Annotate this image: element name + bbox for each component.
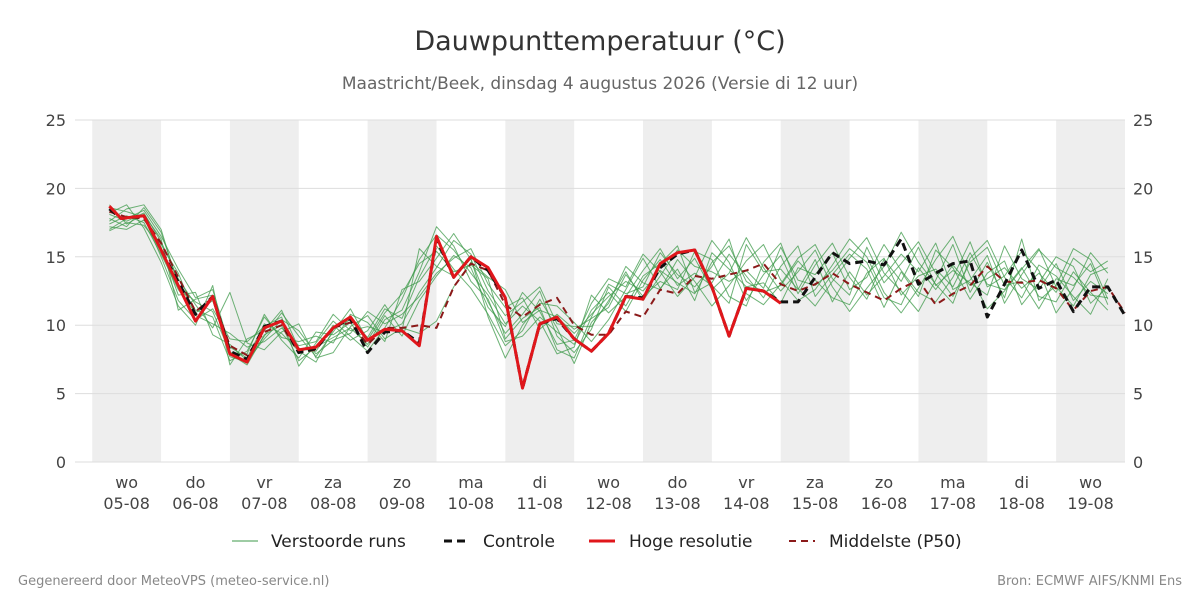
chart-title: Dauwpunttemperatuur (°C) xyxy=(414,26,785,57)
shade-band xyxy=(918,120,988,462)
y-tick-label: 5 xyxy=(1133,385,1143,404)
x-tick-date: 12-08 xyxy=(585,494,632,513)
ensemble-member-line xyxy=(109,204,1109,363)
x-tick-day: ma xyxy=(940,473,965,492)
ensemble-member-line xyxy=(109,212,1109,359)
x-tick-date: 09-08 xyxy=(379,494,426,513)
footer-source: Bron: ECMWF AIFS/KNMI Ens xyxy=(997,574,1182,589)
legend-label-median: Middelste (P50) xyxy=(829,532,962,552)
x-tick-date: 11-08 xyxy=(517,494,564,513)
y-tick-label: 15 xyxy=(46,248,66,267)
x-tick-date: 13-08 xyxy=(654,494,701,513)
x-axis: wo 05-08 do 06-08 vr 07-08 za 08-08 zo 09-08 ma 10-… xyxy=(103,473,1113,513)
x-tick-day: wo xyxy=(115,473,138,492)
legend-label-ensemble: Verstoorde runs xyxy=(271,532,406,552)
y-tick-label: 0 xyxy=(56,453,66,472)
ensemble-member-line xyxy=(109,204,1109,366)
y-tick-label: 0 xyxy=(1133,453,1143,472)
ensemble-member-line xyxy=(109,204,1108,359)
shade-band xyxy=(780,120,850,462)
x-tick-date: 16-08 xyxy=(861,494,908,513)
y-tick-label: 5 xyxy=(56,385,66,404)
y-tick-label: 10 xyxy=(46,316,66,335)
main-series xyxy=(108,205,1127,390)
y-tick-label: 25 xyxy=(1133,111,1153,130)
y-tick-label: 10 xyxy=(1133,316,1153,335)
x-tick-day: za xyxy=(806,473,824,492)
x-tick-date: 05-08 xyxy=(103,494,150,513)
x-tick-day: di xyxy=(532,473,547,492)
legend-label-control: Controle xyxy=(483,532,555,552)
shade-band xyxy=(229,120,299,462)
gridlines xyxy=(75,119,1125,463)
y-axis-right: 0 5 10 15 20 25 xyxy=(1133,111,1153,472)
legend: Verstoorde runs Controle Hoge resolutie … xyxy=(232,532,962,552)
x-tick-day: wo xyxy=(1079,473,1102,492)
ensemble-member-line xyxy=(109,222,1109,362)
x-tick-date: 06-08 xyxy=(172,494,219,513)
x-tick-date: 17-08 xyxy=(930,494,977,513)
x-tick-day: di xyxy=(1014,473,1029,492)
shade-band xyxy=(92,120,162,462)
x-tick-day: zo xyxy=(393,473,411,492)
shade-band xyxy=(643,120,712,462)
y-tick-label: 25 xyxy=(46,111,66,130)
x-tick-date: 07-08 xyxy=(241,494,288,513)
ensemble-members xyxy=(109,204,1109,367)
footer-generated-by: Gegenereerd door MeteoVPS (meteo-service… xyxy=(18,574,329,589)
x-tick-date: 10-08 xyxy=(448,494,495,513)
x-tick-day: za xyxy=(324,473,342,492)
x-tick-day: do xyxy=(186,473,206,492)
shade-band xyxy=(1056,120,1125,462)
x-tick-date: 19-08 xyxy=(1067,494,1114,513)
x-tick-day: wo xyxy=(597,473,620,492)
y-tick-label: 20 xyxy=(1133,179,1153,198)
y-tick-label: 20 xyxy=(46,179,66,198)
chart-subtitle: Maastricht/Beek, dinsdag 4 augustus 2026… xyxy=(342,74,858,94)
x-tick-day: zo xyxy=(875,473,893,492)
x-tick-date: 18-08 xyxy=(998,494,1045,513)
x-tick-day: vr xyxy=(256,473,272,492)
legend-label-hires: Hoge resolutie xyxy=(629,532,753,552)
y-axis-left: 0 5 10 15 20 25 xyxy=(46,111,66,472)
x-tick-day: ma xyxy=(458,473,483,492)
series-line-hires xyxy=(108,205,782,390)
x-tick-day: do xyxy=(667,473,687,492)
x-tick-date: 15-08 xyxy=(792,494,839,513)
x-tick-date: 14-08 xyxy=(723,494,770,513)
x-tick-date: 08-08 xyxy=(310,494,357,513)
y-tick-label: 15 xyxy=(1133,248,1153,267)
x-tick-day: vr xyxy=(738,473,754,492)
